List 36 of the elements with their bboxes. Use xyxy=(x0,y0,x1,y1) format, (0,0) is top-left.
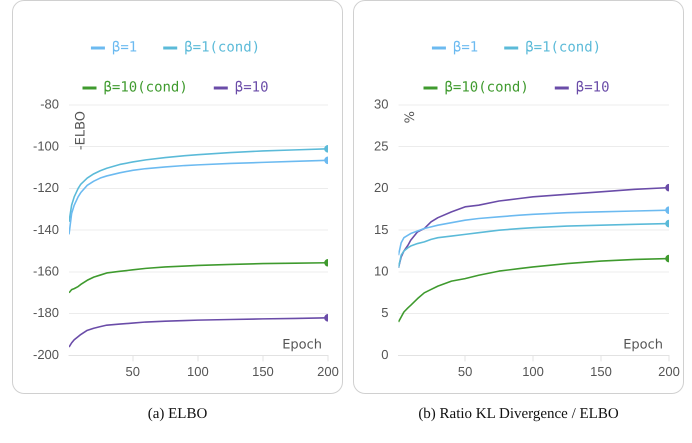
x-axis-title: Epoch xyxy=(282,337,322,352)
x-tick-label: 150 xyxy=(590,364,612,379)
legend-label: β=10 xyxy=(576,80,610,96)
text: (a) ELBO xyxy=(146,406,208,423)
y-tick-label: 15 xyxy=(374,222,388,237)
x-tick-label: 50 xyxy=(126,364,140,379)
x-tick-label: 150 xyxy=(252,364,274,379)
y-tick-label: 25 xyxy=(374,138,388,154)
y-tick-label: 10 xyxy=(374,264,388,279)
legend-label: β=10 xyxy=(234,80,269,96)
y-tick-label: -80 xyxy=(40,96,60,112)
legend-label: β=10(cond) xyxy=(444,80,529,96)
legend-label: β=10(cond) xyxy=(104,80,188,96)
x-axis-title: Epoch xyxy=(623,337,663,352)
x-tick-label: 100 xyxy=(187,364,209,379)
x-tick-label: 50 xyxy=(458,364,472,379)
legend-label: β=1 xyxy=(112,40,138,56)
y-axis-title: % xyxy=(402,111,418,124)
y-tick-label: 0 xyxy=(381,346,388,362)
y-tick-label: -140 xyxy=(32,222,60,237)
x-tick-label: 100 xyxy=(522,364,544,379)
y-tick-label: 20 xyxy=(374,180,388,196)
legend-label: β=1(cond) xyxy=(525,40,602,56)
y-tick-label: -100 xyxy=(32,138,60,154)
x-tick-label: 200 xyxy=(317,364,339,379)
y-tick-label: 30 xyxy=(374,96,388,112)
y-tick-label: 5 xyxy=(381,305,388,320)
x-tick-label: 200 xyxy=(658,364,680,379)
legend-label: β=1 xyxy=(452,40,478,56)
y-tick-label: -160 xyxy=(32,264,60,279)
y-tick-label: -200 xyxy=(32,346,60,362)
text: (b) Ratio KL Divergence / ELBO xyxy=(417,406,620,423)
y-tick-label: -180 xyxy=(32,305,60,320)
y-axis-title: -ELBO xyxy=(73,111,88,150)
y-tick-label: -120 xyxy=(32,180,60,196)
legend-label: β=1(cond) xyxy=(184,40,260,56)
